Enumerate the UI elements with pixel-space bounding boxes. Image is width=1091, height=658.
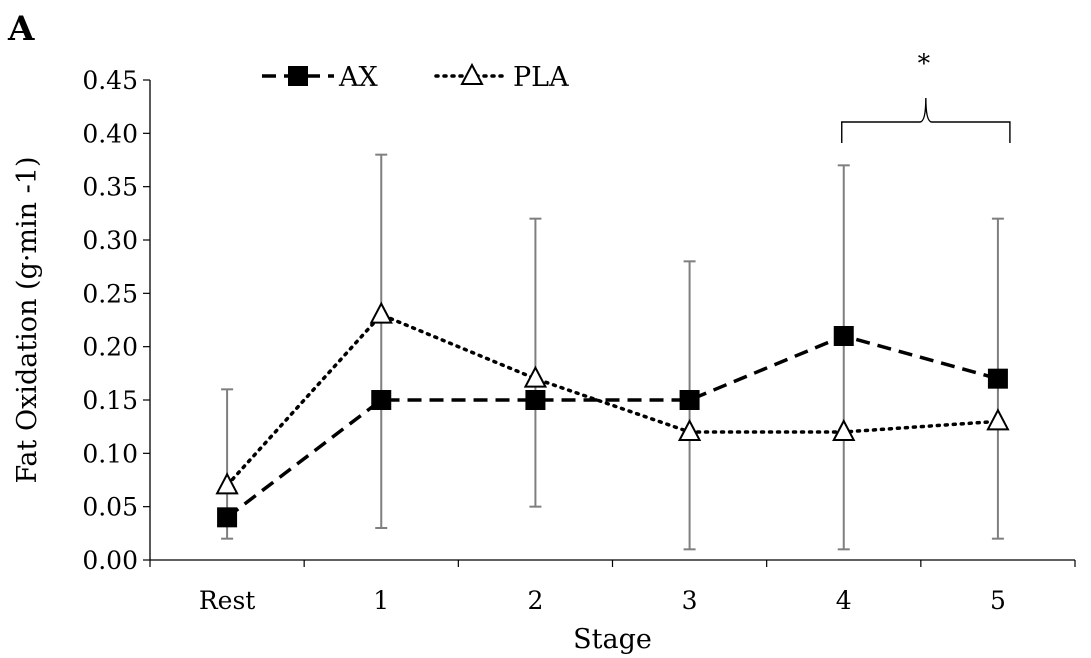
data-point-pla [525, 368, 545, 387]
axes: 0.00 0.05 0.10 0.15 0.20 0.25 0.30 0.35 0.40 0.45… [82, 66, 1075, 615]
y-tick-label: 0.15 [82, 386, 138, 415]
y-tick-label: 0.05 [82, 493, 138, 522]
data-point-ax [988, 369, 1008, 389]
data-point-ax [217, 507, 237, 527]
y-tick-label: 0.25 [82, 279, 138, 308]
x-tick-label: Rest [199, 586, 256, 615]
legend-label-ax: AX [338, 62, 378, 93]
x-axis-label: Stage [573, 624, 652, 655]
significance-bracket [842, 98, 1010, 143]
x-tick-label: 4 [836, 586, 852, 615]
legend-marker-ax [288, 66, 308, 86]
data-point-pla [371, 304, 391, 323]
y-tick-label: 0.35 [82, 173, 138, 202]
series-line-ax [227, 336, 998, 517]
y-tick-label: 0.45 [82, 66, 138, 95]
legend: AX PLA [262, 62, 569, 93]
y-tick-label: 0.30 [82, 226, 138, 255]
data-point-ax [525, 390, 545, 410]
legend-label-pla: PLA [513, 62, 569, 93]
data-point-ax [834, 326, 854, 346]
x-tick-label: 3 [682, 586, 698, 615]
y-axis-label: Fat Oxidation (g·min -1) [12, 157, 43, 484]
y-tick-label: 0.00 [82, 546, 138, 575]
x-tick-label: 2 [527, 586, 543, 615]
data-point-ax [371, 390, 391, 410]
panel-label: A [7, 9, 35, 49]
data-point-ax [680, 390, 700, 410]
legend-marker-pla [462, 65, 482, 84]
y-tick-label: 0.20 [82, 333, 138, 362]
significance-asterisk: * [918, 49, 931, 78]
series-lines [217, 304, 1008, 528]
y-tick-label: 0.10 [82, 439, 138, 468]
x-tick-label: 5 [990, 586, 1006, 615]
data-point-pla [988, 410, 1008, 429]
annotations: * [842, 49, 1010, 143]
error-bars [221, 155, 1004, 550]
x-tick-label: 1 [373, 586, 389, 615]
y-tick-label: 0.40 [82, 119, 138, 148]
